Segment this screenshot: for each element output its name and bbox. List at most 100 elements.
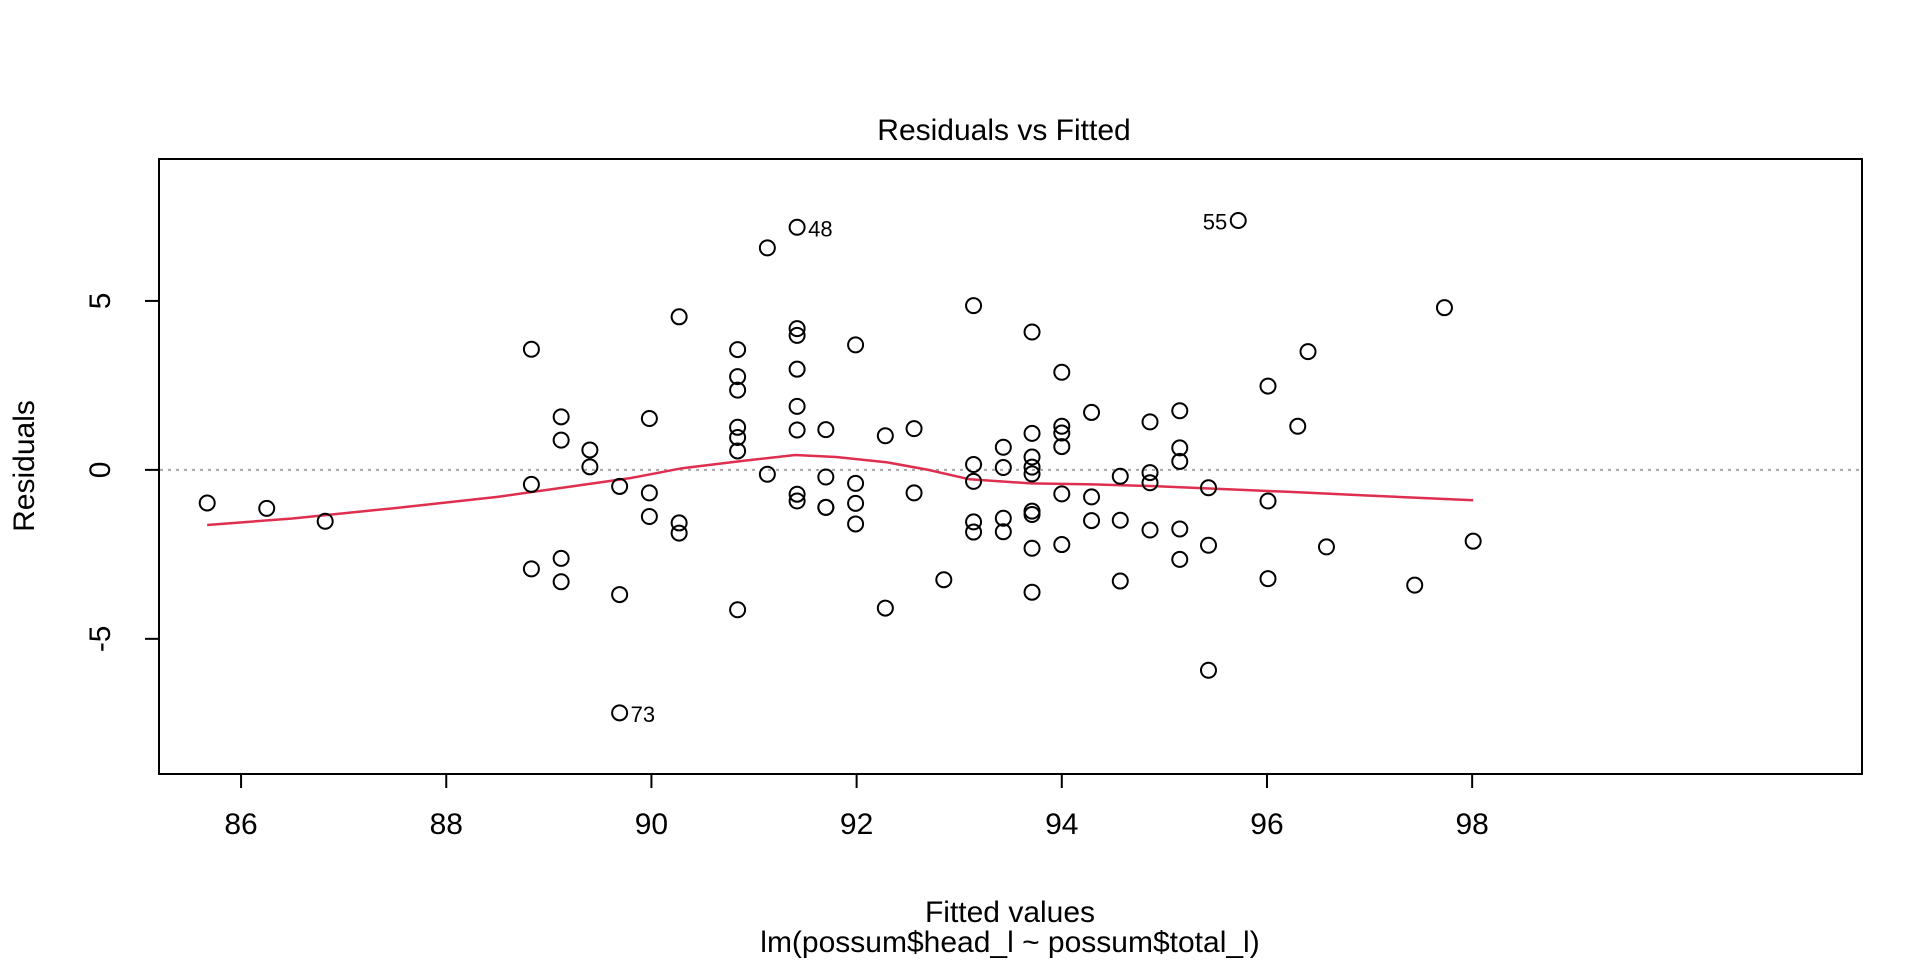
- residual-point: [729, 601, 747, 619]
- residual-point: [522, 475, 540, 493]
- residual-point: [788, 320, 806, 338]
- x-tick-label: 94: [1045, 808, 1078, 841]
- x-axis: 86 88 90 92 94 96 98: [224, 773, 1489, 841]
- residual-point: [729, 442, 747, 460]
- residual-point: [1171, 520, 1189, 538]
- residual-point: [876, 599, 894, 617]
- residual-point: [1259, 377, 1277, 395]
- residual-point: [552, 573, 570, 591]
- residual-point: [1289, 417, 1307, 435]
- residual-point: [1435, 299, 1453, 317]
- residual-point: [1053, 485, 1071, 503]
- residual-point: [1171, 439, 1189, 457]
- residual-point: [1083, 488, 1101, 506]
- model-formula-subtitle: lm(possum$head_l ~ possum$total_l): [760, 926, 1259, 959]
- residual-point: [965, 523, 983, 541]
- residual-point: [788, 421, 806, 439]
- residual-point: [1199, 479, 1217, 497]
- residual-point: [758, 239, 776, 257]
- residual-point: [1141, 474, 1159, 492]
- residual-point: [1083, 512, 1101, 530]
- residual-points: [198, 212, 1482, 722]
- residual-point: [670, 524, 688, 542]
- residual-point: [965, 513, 983, 531]
- residual-point: [905, 420, 923, 438]
- residual-point: [729, 368, 747, 386]
- residual-point: [965, 455, 983, 473]
- residual-point: [994, 438, 1012, 456]
- residual-point: [876, 427, 894, 445]
- residual-point: [581, 458, 599, 476]
- outlier-label: 73: [631, 702, 655, 727]
- residual-point: [965, 472, 983, 490]
- residual-point: [1053, 536, 1071, 554]
- x-axis-label: Fitted values: [925, 896, 1095, 929]
- residual-point: [1317, 538, 1335, 556]
- residual-point: [994, 509, 1012, 527]
- residual-point: [1023, 424, 1041, 442]
- residual-point: [1053, 438, 1071, 456]
- residual-point: [729, 381, 747, 399]
- residual-point: [1259, 570, 1277, 588]
- residual-point: [817, 468, 835, 486]
- residual-point: [1023, 539, 1041, 557]
- x-tick-label: 98: [1455, 808, 1488, 841]
- residual-point: [1053, 424, 1071, 442]
- residual-point: [905, 484, 923, 502]
- residual-point: [1141, 464, 1159, 482]
- residual-point: [611, 586, 629, 604]
- residual-point: [581, 441, 599, 459]
- y-axis: -5 0 5: [84, 293, 160, 652]
- y-tick-label: -5: [84, 625, 117, 652]
- residual-point: [965, 297, 983, 315]
- residual-point: [847, 474, 865, 492]
- residual-point: [994, 523, 1012, 541]
- residual-point: [640, 410, 658, 428]
- residual-point: [1111, 511, 1129, 529]
- residual-point: [1464, 532, 1482, 550]
- residual-point: [552, 431, 570, 449]
- residual-point: [1406, 576, 1424, 594]
- residual-point: [1141, 521, 1159, 539]
- residual-point: [847, 515, 865, 533]
- residual-point: [729, 418, 747, 436]
- residual-point: [1259, 492, 1277, 510]
- residual-point: [729, 428, 747, 446]
- y-tick-label: 0: [84, 462, 117, 479]
- residual-point: [847, 494, 865, 512]
- x-tick-label: 88: [430, 808, 463, 841]
- y-tick-label: 5: [84, 293, 117, 310]
- residual-point: [1083, 403, 1101, 421]
- outlier-labels: 48 55 73: [631, 210, 1228, 727]
- residual-point: [758, 465, 776, 483]
- y-axis-label: Residuals: [8, 400, 41, 532]
- residual-point: [1023, 465, 1041, 483]
- residual-point: [1199, 661, 1217, 679]
- residual-point: [788, 218, 806, 236]
- residual-point: [1053, 363, 1071, 381]
- residual-point: [258, 499, 276, 517]
- residual-point: [1171, 452, 1189, 470]
- residual-point: [935, 571, 953, 589]
- residual-point: [1023, 323, 1041, 341]
- residual-point: [1111, 467, 1129, 485]
- residual-point: [788, 326, 806, 344]
- outlier-label: 48: [808, 216, 832, 241]
- residual-point: [522, 560, 540, 578]
- residual-point: [522, 340, 540, 358]
- residual-point: [994, 459, 1012, 477]
- residual-point: [1141, 413, 1159, 431]
- chart-title: Residuals vs Fitted: [877, 114, 1130, 147]
- residual-point: [788, 397, 806, 415]
- x-tick-label: 96: [1250, 808, 1283, 841]
- residual-point: [1023, 505, 1041, 523]
- residual-point: [729, 341, 747, 359]
- residual-point: [1023, 502, 1041, 520]
- residual-point: [817, 498, 835, 516]
- residual-point: [1171, 402, 1189, 420]
- residual-point: [1199, 536, 1217, 554]
- residual-point: [640, 484, 658, 502]
- residual-point: [847, 336, 865, 354]
- residual-point: [611, 477, 629, 495]
